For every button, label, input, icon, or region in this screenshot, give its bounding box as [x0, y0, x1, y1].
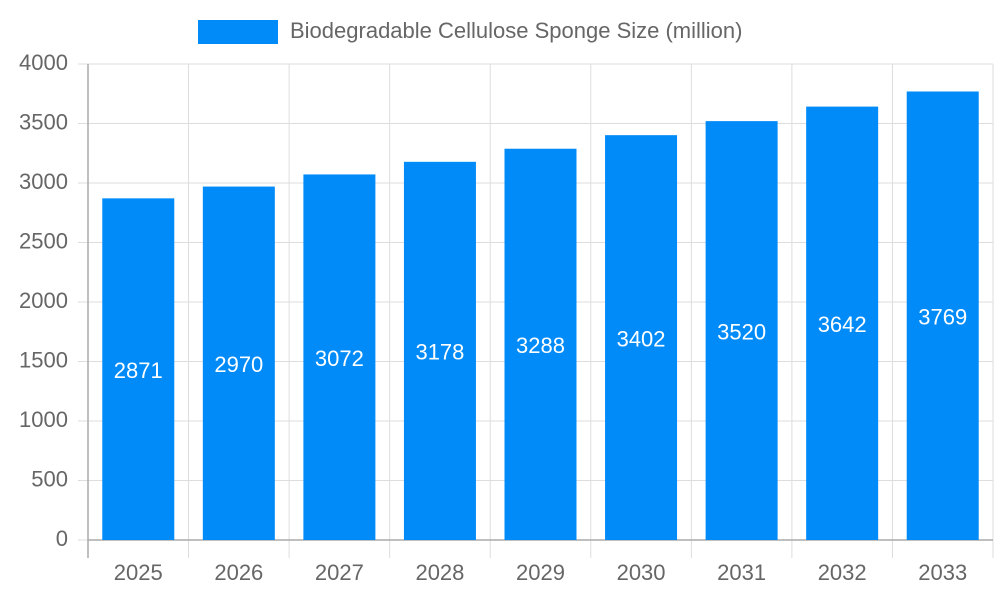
- x-tick-label: 2033: [918, 560, 967, 585]
- data-label: 3642: [818, 312, 867, 337]
- y-tick-label: 3500: [19, 109, 68, 134]
- x-tick-label: 2029: [516, 560, 565, 585]
- data-label: 3288: [516, 333, 565, 358]
- x-tick-label: 2027: [315, 560, 364, 585]
- y-tick-label: 500: [31, 466, 68, 491]
- bar: [605, 135, 678, 541]
- bar: [806, 106, 879, 541]
- bar: [504, 148, 577, 540]
- data-label: 3520: [717, 319, 766, 344]
- x-tick-label: 2025: [114, 560, 163, 585]
- data-label: 3178: [415, 340, 464, 365]
- bar: [102, 198, 175, 540]
- bar: [906, 91, 979, 540]
- x-tick-label: 2031: [717, 560, 766, 585]
- bar: [705, 121, 778, 541]
- y-tick-label: 3000: [19, 169, 68, 194]
- data-label: 3072: [315, 346, 364, 371]
- data-label: 2970: [214, 352, 263, 377]
- y-tick-label: 2500: [19, 228, 68, 253]
- bar: [202, 186, 275, 540]
- y-tick-label: 2000: [19, 288, 68, 313]
- x-tick-label: 2032: [818, 560, 867, 585]
- legend-swatch: [198, 20, 278, 44]
- y-tick-label: 4000: [19, 50, 68, 75]
- x-tick-label: 2028: [415, 560, 464, 585]
- x-tick-label: 2026: [214, 560, 263, 585]
- data-label: 3769: [918, 305, 967, 330]
- legend-label: Biodegradable Cellulose Sponge Size (mil…: [290, 18, 742, 43]
- data-label: 3402: [617, 326, 666, 351]
- y-tick-label: 0: [56, 526, 68, 551]
- y-tick-label: 1500: [19, 347, 68, 372]
- data-label: 2871: [114, 358, 163, 383]
- bar: [403, 161, 476, 540]
- bar: [303, 174, 376, 540]
- x-tick-label: 2030: [617, 560, 666, 585]
- y-tick-label: 1000: [19, 407, 68, 432]
